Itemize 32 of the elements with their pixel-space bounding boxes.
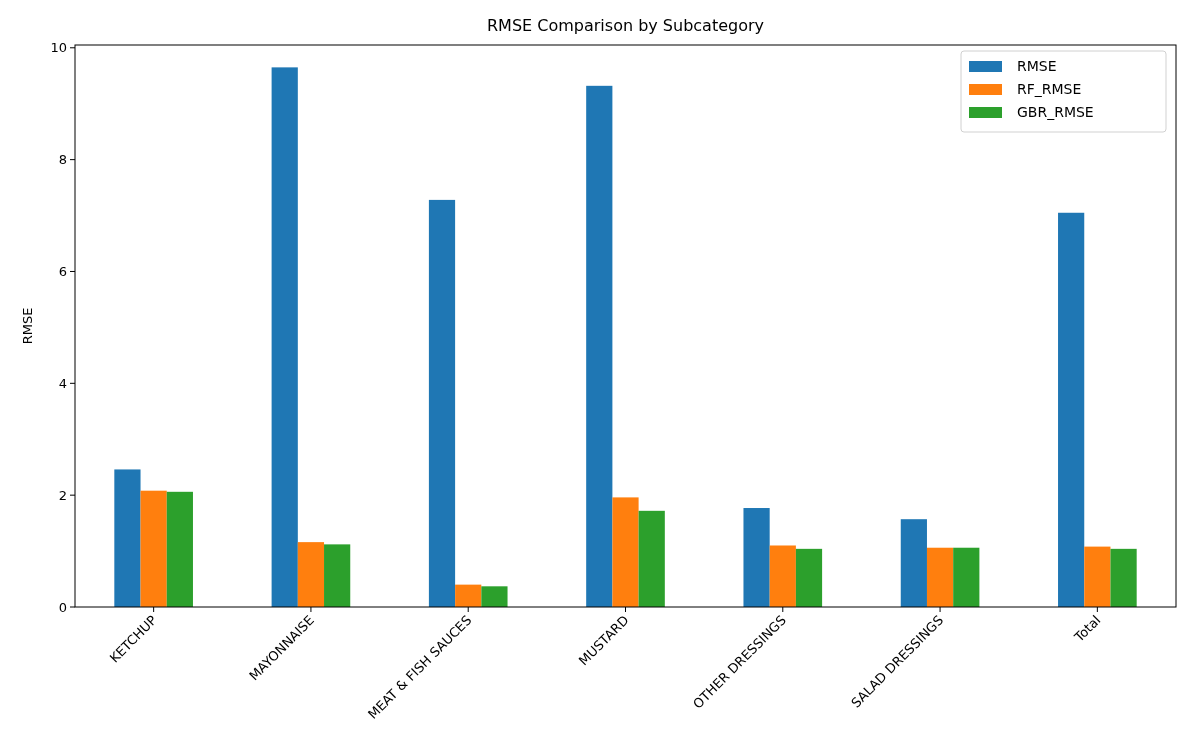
bar: [428, 199, 456, 607]
bar: [795, 548, 823, 607]
y-tick-label: 8: [58, 152, 67, 168]
bar: [297, 542, 325, 607]
legend-label: GBR_RMSE: [1017, 104, 1094, 120]
bar: [166, 491, 193, 607]
bar: [769, 545, 796, 607]
y-tick-label: 6: [58, 264, 67, 280]
bar: [586, 85, 613, 607]
legend-label: RF_RMSE: [1017, 81, 1082, 97]
bar: [140, 490, 167, 607]
bar: [271, 67, 298, 607]
bar: [638, 510, 665, 607]
bar: [1110, 548, 1137, 607]
legend-label: RMSE: [1017, 58, 1057, 74]
bar: [481, 586, 508, 607]
bar: [324, 544, 351, 607]
bar: [455, 584, 482, 607]
y-axis-title: RMSE: [20, 307, 35, 345]
bar: [1058, 212, 1085, 607]
y-tick-label: 2: [58, 487, 67, 503]
bar: [900, 519, 927, 607]
y-tick-label: 4: [58, 375, 67, 391]
y-tick-label: 10: [50, 40, 67, 56]
y-tick-label: 0: [58, 599, 67, 615]
bar: [743, 508, 770, 607]
bar: [1084, 546, 1111, 607]
bar: [926, 547, 954, 607]
bar: [953, 547, 980, 607]
chart-title: RMSE Comparison by Subcategory: [486, 16, 765, 35]
bar: [114, 469, 141, 607]
bar: [612, 497, 639, 607]
